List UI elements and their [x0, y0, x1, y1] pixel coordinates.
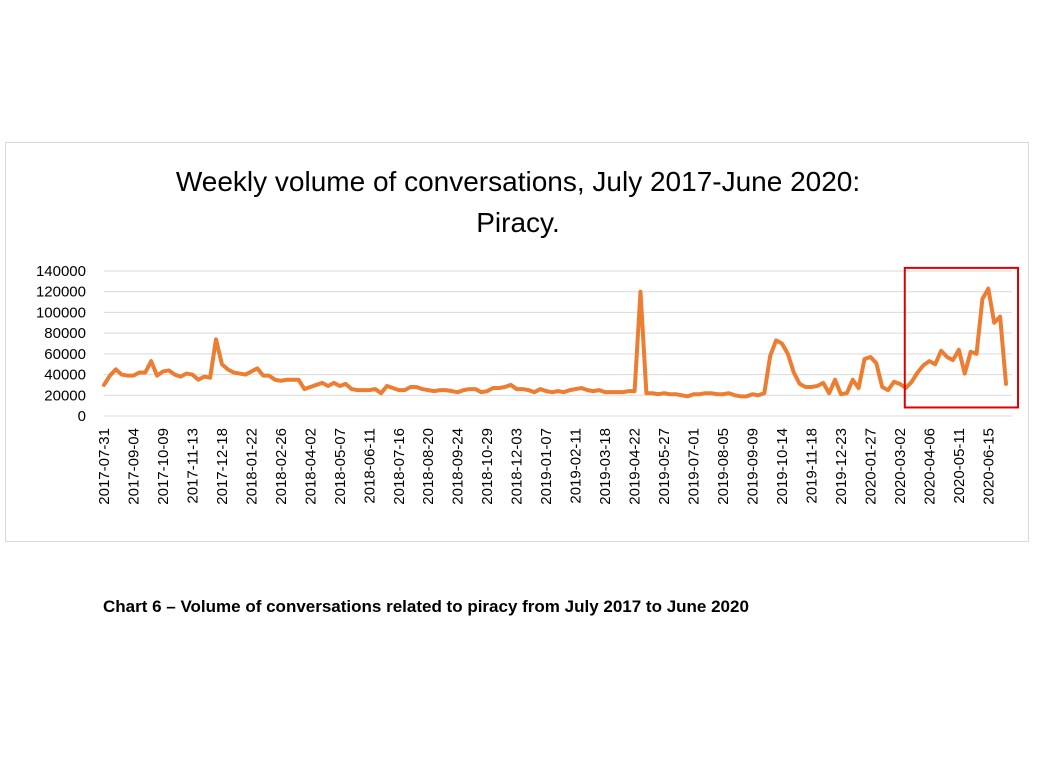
y-axis-ticks: 0 20000 40000 60000 80000 100000 120000 140000	[36, 263, 86, 425]
x-tick-label: 2019-09-09	[744, 428, 761, 505]
chart-title-line-1: Weekly volume of conversations, July 201…	[176, 166, 860, 197]
x-tick-label: 2019-04-22	[627, 428, 644, 505]
x-tick-label: 2019-12-23	[833, 428, 850, 505]
series-line-piracy	[102, 286, 1008, 399]
y-tick-label: 40000	[44, 367, 86, 384]
x-tick-label: 2020-06-15	[980, 428, 997, 505]
x-tick-label: 2019-01-07	[538, 428, 555, 505]
y-tick-label: 0	[78, 408, 86, 425]
y-tick-label: 100000	[36, 304, 86, 321]
x-tick-label: 2017-10-09	[155, 428, 172, 505]
chart-title-line-2: Piracy.	[476, 207, 560, 238]
gridlines	[104, 270, 1012, 417]
x-tick-label: 2018-10-29	[479, 428, 496, 505]
x-tick-label: 2018-09-24	[450, 428, 467, 505]
x-tick-label: 2018-08-20	[420, 428, 437, 505]
x-tick-label: 2019-11-18	[803, 428, 820, 504]
x-tick-label: 2019-10-14	[774, 428, 791, 505]
x-tick-label: 2020-04-06	[921, 428, 938, 505]
x-axis-ticks: 2017-07-31 2017-09-04 2017-10-09 2017-11-13…	[96, 428, 997, 505]
series-piracy	[102, 286, 1008, 399]
x-tick-label: 2019-03-18	[597, 428, 614, 505]
x-tick-label: 2017-11-13	[184, 428, 201, 504]
y-tick-label: 20000	[44, 387, 86, 404]
x-tick-label: 2018-12-03	[509, 428, 526, 505]
y-tick-label: 60000	[44, 346, 86, 363]
x-tick-label: 2020-03-02	[892, 428, 909, 505]
x-tick-label: 2020-01-27	[862, 428, 879, 505]
highlight-rectangle	[903, 266, 1019, 409]
chart-area: Weekly volume of conversations, July 201…	[5, 142, 1029, 542]
y-tick-label: 120000	[36, 284, 86, 301]
x-tick-label: 2019-05-27	[656, 428, 673, 505]
line-chart: Weekly volume of conversations, July 201…	[36, 166, 1019, 505]
x-tick-label: 2018-02-26	[273, 428, 290, 505]
highlight-box	[903, 266, 1019, 409]
x-tick-label: 2018-06-11	[361, 428, 378, 504]
x-tick-label: 2017-09-04	[125, 428, 142, 505]
x-tick-label: 2018-04-02	[302, 428, 319, 505]
x-tick-label: 2018-01-22	[243, 428, 260, 505]
x-tick-label: 2017-07-31	[96, 428, 113, 505]
x-tick-label: 2019-02-11	[568, 428, 585, 504]
x-tick-label: 2018-07-16	[391, 428, 408, 505]
x-tick-label: 2019-08-05	[715, 428, 732, 505]
x-tick-label: 2020-05-11	[951, 428, 968, 504]
x-tick-label: 2018-05-07	[332, 428, 349, 505]
x-tick-label: 2019-07-01	[686, 428, 703, 505]
x-tick-label: 2017-12-18	[214, 428, 231, 505]
chart-caption: Chart 6 – Volume of conversations relate…	[103, 597, 749, 616]
y-tick-label: 80000	[44, 325, 86, 342]
y-tick-label: 140000	[36, 263, 86, 280]
